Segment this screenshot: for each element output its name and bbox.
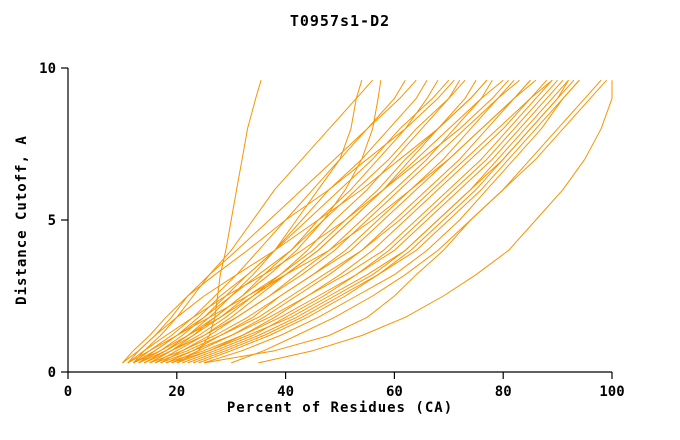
series-line-m08 [149, 79, 461, 364]
x-tick-label: 20 [168, 384, 185, 400]
series-line-m02 [127, 79, 373, 364]
series-line-m24 [138, 79, 531, 364]
series-line-m11 [138, 79, 488, 364]
y-tick-label: 10 [39, 61, 56, 77]
series-line-m19 [154, 79, 553, 364]
series-line-m31 [192, 79, 580, 364]
x-tick-label: 40 [277, 384, 294, 400]
x-tick-label: 0 [64, 384, 72, 400]
x-tick-label: 100 [599, 384, 624, 400]
x-tick-label: 80 [495, 384, 512, 400]
series-line-m14 [165, 79, 515, 364]
series-line-m20 [182, 79, 564, 364]
series-line-m29 [203, 79, 580, 364]
series-line-m34 [231, 79, 602, 364]
y-tick-label: 0 [48, 365, 56, 381]
y-tick-label: 5 [48, 213, 56, 229]
series-line-m25 [187, 79, 569, 364]
x-tick-label: 60 [386, 384, 403, 400]
series-line-m15 [143, 79, 520, 364]
series-line-m32 [143, 80, 363, 364]
series-line-m36 [258, 80, 613, 364]
series-line-m26 [165, 79, 558, 364]
series-line-m33 [149, 80, 382, 364]
x-axis-label: Percent of Residues (CA) [226, 400, 454, 416]
axes [67, 68, 612, 373]
series-line-m30 [171, 79, 569, 364]
series-line-m35 [203, 79, 607, 364]
series-line-m27 [198, 79, 575, 364]
series-line-m07 [133, 79, 450, 364]
chart-title: T0957s1-D2 [289, 12, 391, 30]
series-line-m22 [127, 79, 488, 364]
series-line-m23 [132, 79, 509, 364]
series-line-m28 [160, 79, 553, 364]
series-line-m21 [122, 79, 455, 364]
